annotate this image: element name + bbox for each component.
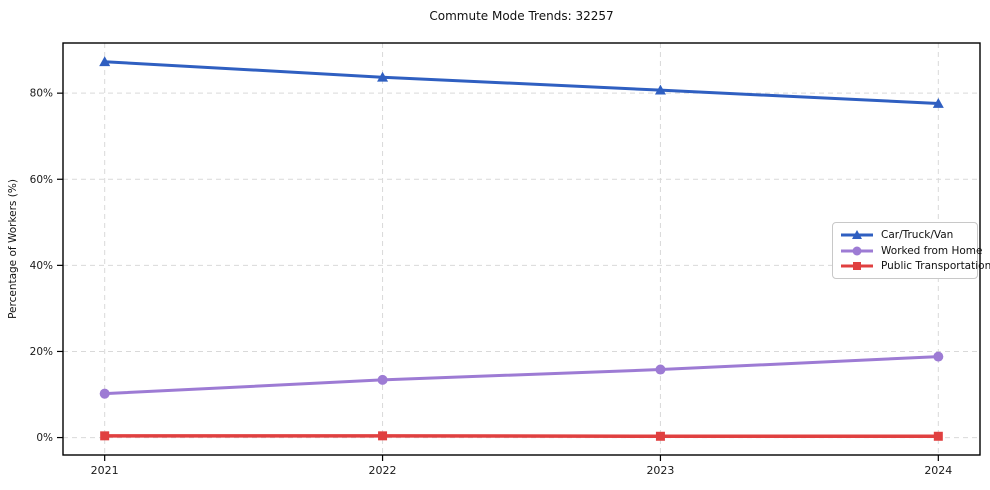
data-point-marker xyxy=(377,71,389,82)
y-tick-label: 60% xyxy=(30,174,53,186)
x-tick-label: 2021 xyxy=(91,464,119,477)
y-tick-label: 80% xyxy=(30,88,53,100)
legend-item-car-truck-van: Car/Truck/Van xyxy=(840,229,977,241)
legend: Car/Truck/Van Worked from Home Public Tr… xyxy=(832,222,990,279)
data-point-marker xyxy=(933,431,943,441)
data-point-marker xyxy=(853,262,861,271)
data-point-marker xyxy=(932,97,944,108)
legend-swatch-circle-icon xyxy=(841,246,873,255)
legend-swatch-square-icon xyxy=(841,262,873,271)
data-point-marker xyxy=(655,364,666,375)
data-point-marker xyxy=(654,84,666,95)
legend-label: Worked from Home xyxy=(881,244,983,257)
series-public-transportation xyxy=(100,431,943,441)
data-point-marker xyxy=(99,56,111,67)
y-tick-label: 0% xyxy=(36,432,53,444)
data-point-marker xyxy=(100,431,110,441)
legend-label: Public Transportation xyxy=(881,260,990,273)
x-tick-label: 2024 xyxy=(924,464,952,477)
data-point-marker xyxy=(377,374,388,385)
data-point-marker xyxy=(933,351,944,362)
data-point-marker xyxy=(852,246,862,255)
series-car-truck-van xyxy=(99,56,944,108)
y-tick-label: 20% xyxy=(30,346,53,358)
legend-label: Car/Truck/Van xyxy=(881,228,954,241)
chart-title: Commute Mode Trends: 32257 xyxy=(429,9,614,23)
series-worked-from-home xyxy=(99,351,944,399)
legend-swatch-triangle-icon xyxy=(841,229,873,239)
data-point-marker xyxy=(99,388,110,399)
legend-item-worked-from-home: Worked from Home xyxy=(840,245,982,257)
plot-border xyxy=(62,42,981,456)
x-tick-label: 2023 xyxy=(646,464,674,477)
series-line xyxy=(103,60,940,105)
series-line xyxy=(103,355,940,396)
y-tick-label: 40% xyxy=(30,260,53,272)
x-tick-label: 2022 xyxy=(369,464,397,477)
legend-item-public-transportation: Public Transportation xyxy=(840,260,990,272)
data-point-marker xyxy=(655,431,665,441)
data-point-marker xyxy=(852,229,862,239)
data-point-marker xyxy=(378,431,388,441)
